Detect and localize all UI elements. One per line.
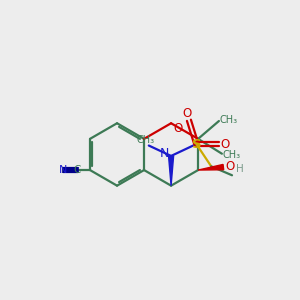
Text: S: S [191,138,201,151]
Text: C: C [74,165,81,175]
Text: H: H [236,164,244,175]
Text: CH₃: CH₃ [219,115,238,124]
Text: O: O [225,160,235,173]
Text: N: N [160,147,169,161]
Polygon shape [169,156,174,186]
Text: CH₃: CH₃ [222,150,241,160]
Text: O: O [220,138,230,151]
Text: N: N [59,165,68,175]
Text: CH₃: CH₃ [137,135,155,145]
Polygon shape [198,164,224,170]
Text: O: O [173,122,182,135]
Text: O: O [183,107,192,120]
